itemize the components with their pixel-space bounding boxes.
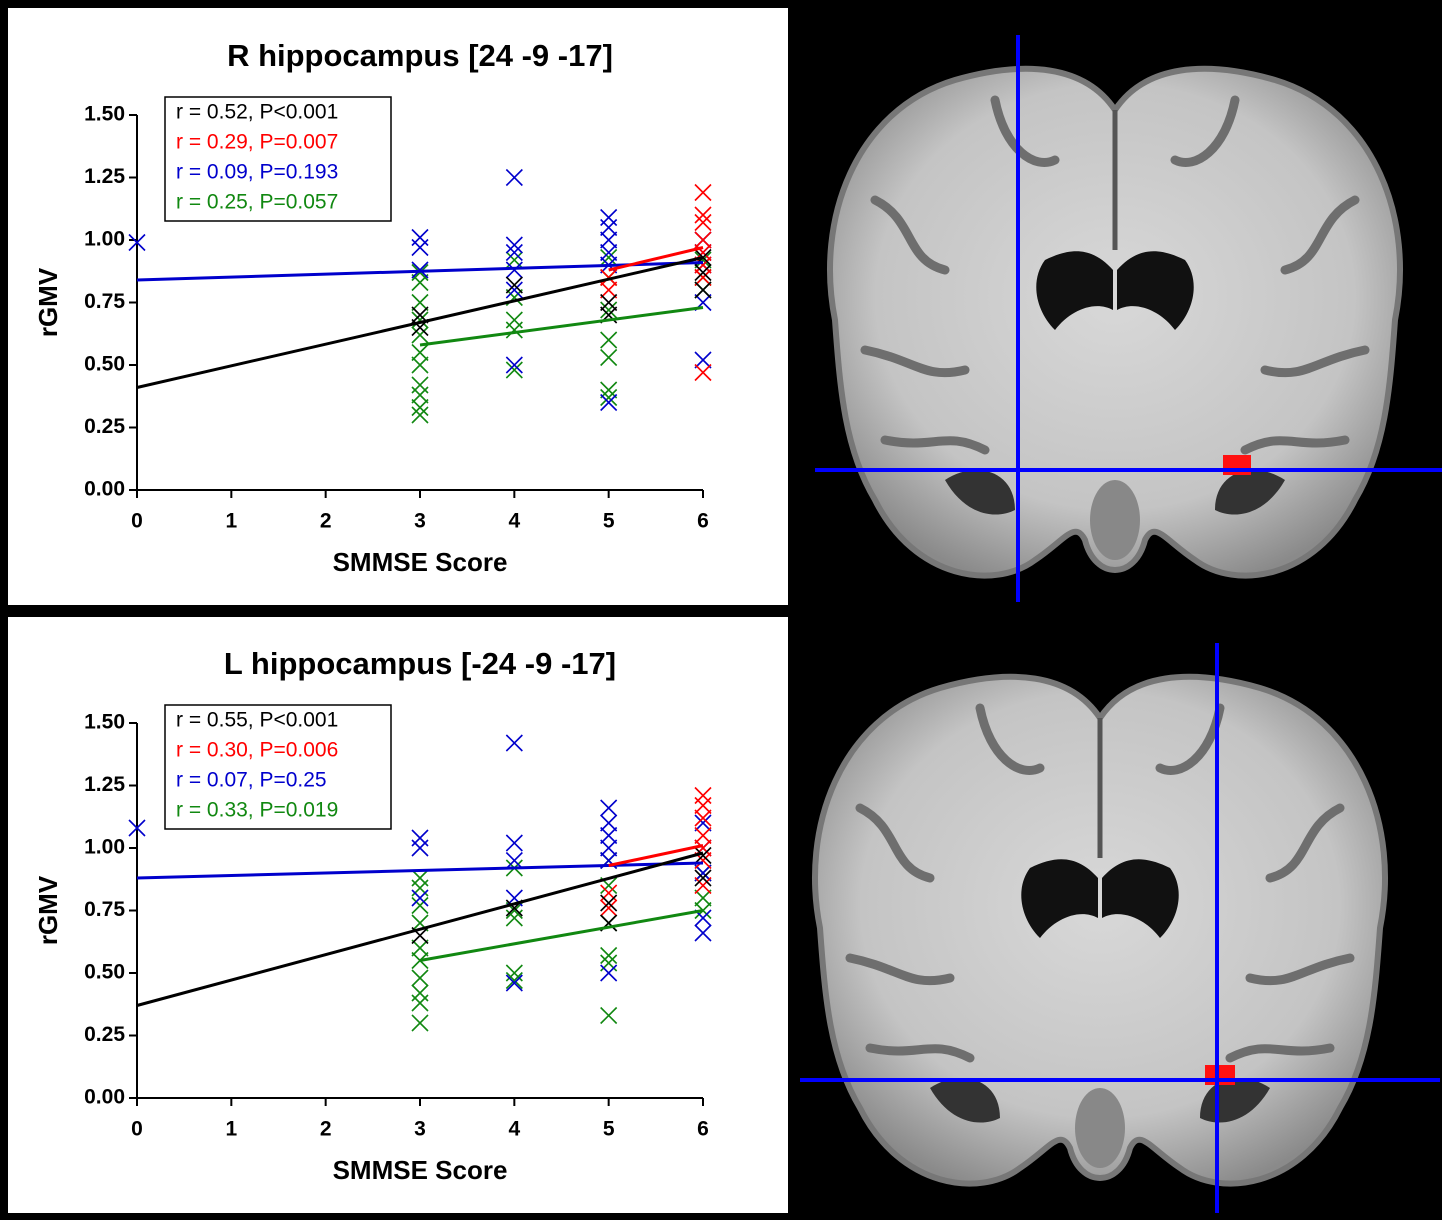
legend-entry: r = 0.33, P=0.019 xyxy=(176,799,338,822)
x-tick-label: 4 xyxy=(508,1118,520,1141)
x-axis-label: SMMSE Score xyxy=(333,547,508,577)
x-tick-label: 0 xyxy=(131,1118,143,1141)
y-tick-label: 0.50 xyxy=(84,961,125,984)
x-tick-label: 5 xyxy=(603,1118,615,1141)
brain xyxy=(815,677,1385,1184)
y-tick-label: 0.75 xyxy=(84,290,125,313)
x-tick-label: 4 xyxy=(508,510,520,533)
chart-title: L hippocampus [-24 -9 -17] xyxy=(224,646,616,681)
legend-entry: r = 0.52, P<0.001 xyxy=(176,101,338,124)
y-tick-label: 0.25 xyxy=(84,415,125,438)
x-tick-label: 3 xyxy=(414,510,426,533)
x-tick-label: 5 xyxy=(603,510,615,533)
y-tick-label: 1.00 xyxy=(84,836,125,859)
y-tick-label: 1.25 xyxy=(84,165,125,188)
y-tick-label: 0.50 xyxy=(84,353,125,376)
legend-entry: r = 0.30, P=0.006 xyxy=(176,739,338,762)
chart-title: R hippocampus [24 -9 -17] xyxy=(227,38,613,73)
y-axis-label: rGMV xyxy=(33,267,63,337)
x-tick-label: 3 xyxy=(414,1118,426,1141)
y-tick-label: 0.25 xyxy=(84,1023,125,1046)
brain xyxy=(830,69,1400,576)
y-tick-label: 1.00 xyxy=(84,228,125,251)
legend-entry: r = 0.29, P=0.007 xyxy=(176,131,338,154)
x-axis-label: SMMSE Score xyxy=(333,1155,508,1185)
y-tick-label: 0.00 xyxy=(84,478,125,501)
y-axis-label: rGMV xyxy=(33,875,63,945)
legend-entry: r = 0.55, P<0.001 xyxy=(176,709,338,732)
x-tick-label: 1 xyxy=(225,1118,237,1141)
x-tick-label: 6 xyxy=(697,1118,709,1141)
x-tick-label: 1 xyxy=(225,510,237,533)
legend-entry: r = 0.25, P=0.057 xyxy=(176,191,338,214)
x-tick-label: 2 xyxy=(320,510,332,533)
y-tick-label: 0.75 xyxy=(84,898,125,921)
legend-entry: r = 0.09, P=0.193 xyxy=(176,161,338,184)
panel xyxy=(8,8,788,605)
y-tick-label: 0.00 xyxy=(84,1086,125,1109)
figure: R hippocampus [24 -9 -17] SMMSE Score rGMV… xyxy=(0,0,1442,1220)
y-tick-label: 1.50 xyxy=(84,711,125,734)
x-tick-label: 2 xyxy=(320,1118,332,1141)
y-tick-label: 1.25 xyxy=(84,773,125,796)
x-tick-label: 0 xyxy=(131,510,143,533)
x-tick-label: 6 xyxy=(697,510,709,533)
legend-entry: r = 0.07, P=0.25 xyxy=(176,769,327,792)
y-tick-label: 1.50 xyxy=(84,103,125,126)
